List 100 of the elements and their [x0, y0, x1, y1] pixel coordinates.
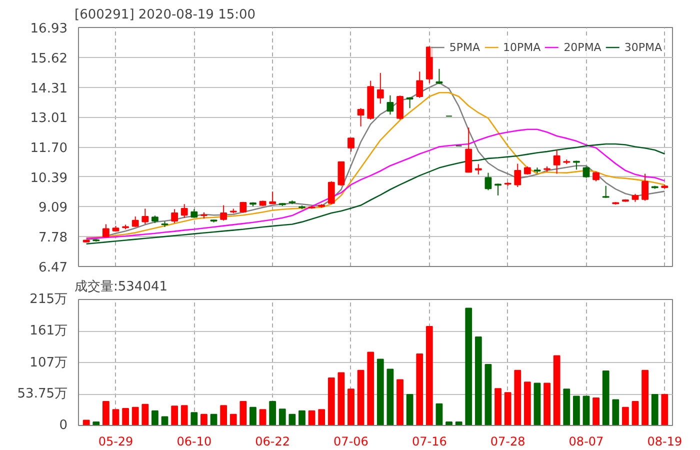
bar	[102, 400, 110, 426]
y-tick-label: 6.47	[38, 260, 68, 276]
bar	[602, 370, 610, 426]
bar	[524, 382, 531, 426]
candlestick	[582, 166, 590, 178]
bar	[386, 368, 394, 426]
candlestick	[602, 185, 610, 198]
candlestick	[484, 172, 492, 191]
bar	[622, 406, 629, 426]
legend-label: 10PMA	[503, 40, 541, 54]
candlestick	[348, 138, 354, 152]
candlestick	[386, 94, 394, 116]
candlestick	[269, 191, 276, 205]
bar	[220, 405, 228, 426]
x-tick-label: 08-07	[568, 434, 604, 448]
bar	[534, 382, 541, 426]
candlestick	[171, 208, 178, 224]
bar	[200, 414, 208, 426]
y-tick-label: 215万	[30, 292, 68, 307]
candlestick	[406, 96, 414, 109]
bar	[612, 399, 620, 426]
candlestick	[102, 224, 110, 238]
bar	[210, 414, 218, 426]
y-tick-label: 13.01	[30, 111, 68, 126]
chart-title: 成交量:534041	[74, 278, 168, 294]
bar	[376, 358, 384, 426]
bar	[278, 408, 286, 426]
bar	[661, 394, 668, 426]
bar	[328, 378, 335, 426]
bar	[632, 400, 639, 426]
candlestick	[132, 216, 139, 228]
y-tick-label: 16.93	[30, 22, 68, 36]
bar	[455, 421, 462, 426]
bar	[582, 396, 590, 426]
bar	[112, 409, 120, 426]
bar	[348, 388, 354, 426]
x-tick-label: 06-22	[255, 434, 290, 448]
candlestick	[338, 161, 345, 186]
bar	[514, 370, 522, 426]
legend-label: 30PMA	[624, 40, 662, 54]
bar	[553, 355, 560, 426]
bar	[357, 370, 364, 426]
candlestick	[592, 171, 600, 182]
bar	[132, 406, 139, 426]
candlestick	[357, 108, 364, 127]
y-tick-label: 7.78	[38, 230, 68, 246]
y-tick-label: 14.31	[30, 81, 68, 96]
bar	[367, 352, 374, 426]
candlestick	[553, 149, 560, 174]
bar	[563, 388, 570, 426]
bar	[161, 416, 168, 426]
bar	[82, 420, 90, 426]
x-tick-label: 05-29	[98, 434, 134, 448]
bar	[142, 404, 149, 426]
candlestick	[328, 180, 335, 205]
bar	[288, 414, 296, 426]
x-tick-label: 08-19	[647, 434, 682, 448]
bar	[269, 400, 276, 426]
y-tick-label: 9.09	[38, 200, 68, 216]
bar	[474, 336, 482, 426]
bar	[122, 408, 129, 426]
bar	[171, 406, 178, 426]
candlestick	[396, 95, 404, 120]
chart-title: [600291] 2020-08-19 15:00	[74, 8, 256, 22]
bar	[396, 379, 404, 426]
candlestick	[514, 163, 522, 188]
y-tick-label: 10.39	[30, 170, 68, 186]
bar	[426, 326, 433, 426]
candlestick	[642, 173, 648, 202]
bar	[484, 364, 492, 426]
bar	[152, 410, 158, 426]
bar	[504, 392, 512, 426]
bar	[259, 409, 266, 426]
y-tick-label: 11.70	[30, 141, 68, 156]
bar	[308, 410, 316, 426]
x-tick-label: 07-06	[334, 434, 368, 448]
y-tick-label: 15.62	[30, 51, 68, 66]
bar	[92, 421, 100, 426]
candlestick	[465, 127, 472, 174]
bar	[190, 412, 198, 426]
y-tick-label: 0	[59, 418, 68, 433]
bar	[573, 396, 580, 426]
legend-label: 5PMA	[449, 40, 480, 54]
candlestick	[376, 72, 384, 104]
bar	[436, 403, 443, 426]
candlestick	[142, 208, 149, 225]
bar	[338, 372, 345, 426]
bar	[406, 394, 414, 426]
x-tick-label: 07-28	[490, 434, 526, 448]
candlestick	[416, 71, 424, 98]
bar	[651, 394, 658, 426]
bar	[592, 397, 600, 426]
candlestick	[474, 164, 482, 175]
y-tick-label: 107万	[30, 355, 68, 370]
y-tick-label: 161万	[30, 324, 68, 339]
candlestick	[494, 183, 502, 196]
bar	[494, 388, 502, 426]
x-tick-label: 07-16	[412, 434, 447, 448]
y-tick-label: 53.75万	[17, 386, 68, 402]
bar	[642, 370, 648, 426]
